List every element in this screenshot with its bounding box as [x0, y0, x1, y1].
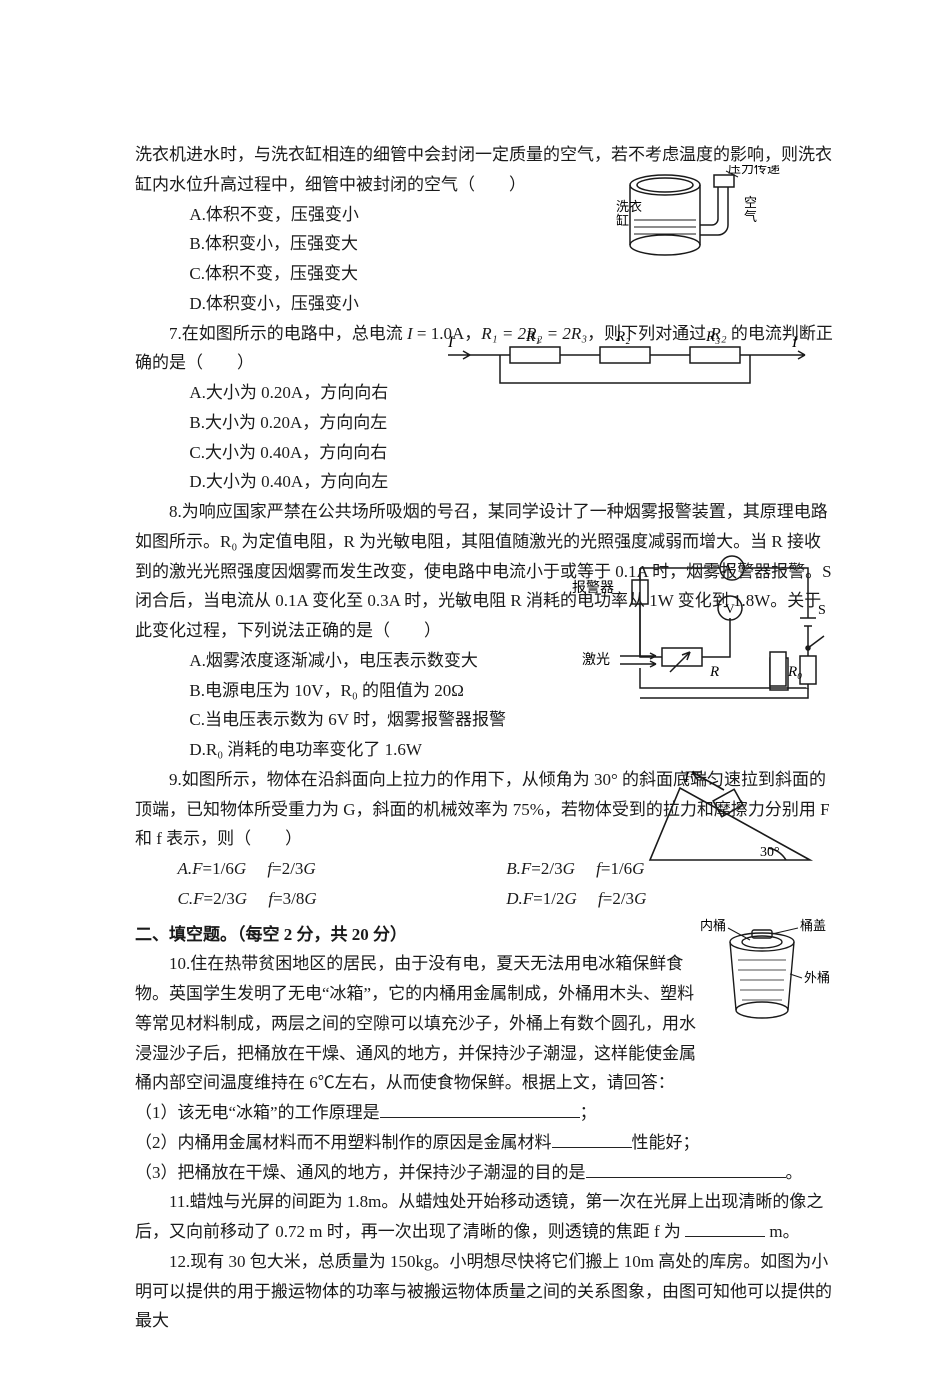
svg-text:外桶: 外桶 — [804, 970, 830, 985]
q7-opt-c: C.大小为 0.40A，方向向右 — [189, 438, 835, 468]
q8-label-alarm: 报警器 — [572, 580, 614, 596]
svg-text:缸: 缸 — [616, 213, 629, 228]
q6-figure: 洗衣 缸 空 气 压力传递 — [610, 165, 800, 275]
q10-part2: （2）内桶用金属材料而不用塑料制作的原因是金属材料性能好； — [135, 1128, 835, 1158]
q11-blank[interactable] — [685, 1219, 765, 1237]
svg-text:R₁: R₁ — [525, 329, 540, 345]
question-12: 12.现有 30 包大米，总质量为 150kg。小明想尽快将它们搬上 10m 高… — [135, 1247, 835, 1336]
q6-opt-d: D.体积变小，压强变小 — [189, 289, 835, 319]
q9-opt-c: C.F=2/3G f=3/8G — [178, 884, 507, 914]
q10-figure: 内桶 桶盖 外桶 — [700, 910, 835, 1035]
q10-blank-3[interactable] — [586, 1160, 786, 1178]
q10-part3: （3）把桶放在干燥、通风的地方，并保持沙子潮湿的目的是。 — [135, 1158, 835, 1188]
svg-text:R₀: R₀ — [787, 664, 802, 680]
q9-figure: F 30° — [640, 770, 820, 870]
svg-text:R: R — [709, 664, 719, 680]
q8-opt-d: D.R₀ 消耗的电功率变化了 1.6W — [189, 735, 835, 765]
svg-text:I: I — [791, 334, 798, 351]
svg-text:R₃: R₃ — [705, 329, 720, 345]
q7-opt-b: B.大小为 0.20A，方向向左 — [189, 408, 835, 438]
question-11: 11.蜡烛与光屏的间距为 1.8m。从蜡烛处开始移动透镜，第一次在光屏上出现清晰… — [135, 1187, 835, 1247]
svg-text:内桶: 内桶 — [700, 918, 726, 933]
q7-opt-d: D.大小为 0.40A，方向向左 — [189, 467, 835, 497]
q8-figure: A V 报警器 激光 R R₀ S — [570, 548, 830, 708]
q10-blank-1[interactable] — [380, 1100, 580, 1118]
q9-opt-a: A.F=1/6G f=2/3G — [178, 854, 507, 884]
svg-text:V: V — [725, 601, 735, 616]
q8-opt-c: C.当电压表示数为 6V 时，烟雾报警器报警 — [189, 705, 835, 735]
q10-part1: （1）该无电“冰箱”的工作原理是； — [135, 1098, 835, 1128]
exam-page: 洗衣机进水时，与洗衣缸相连的细管中会封闭一定质量的空气，若不考虑温度的影响，则洗… — [0, 0, 945, 1376]
svg-text:S: S — [818, 603, 826, 618]
q6-label-left: 洗衣 — [616, 199, 642, 214]
svg-text:F: F — [683, 770, 694, 786]
svg-text:气: 气 — [744, 209, 757, 224]
svg-text:I: I — [447, 334, 454, 351]
q6-label-right: 空 — [744, 195, 757, 210]
q6-label-top: 压力传递 — [728, 165, 780, 176]
svg-text:R₂: R₂ — [615, 329, 630, 345]
q10-blank-2[interactable] — [552, 1130, 632, 1148]
q8-label-laser: 激光 — [582, 651, 610, 668]
svg-text:A: A — [723, 561, 733, 576]
q7-figure: I I R₁ R₂ R₃ — [440, 325, 820, 400]
svg-text:桶盖: 桶盖 — [800, 918, 826, 933]
svg-text:30°: 30° — [760, 845, 780, 860]
